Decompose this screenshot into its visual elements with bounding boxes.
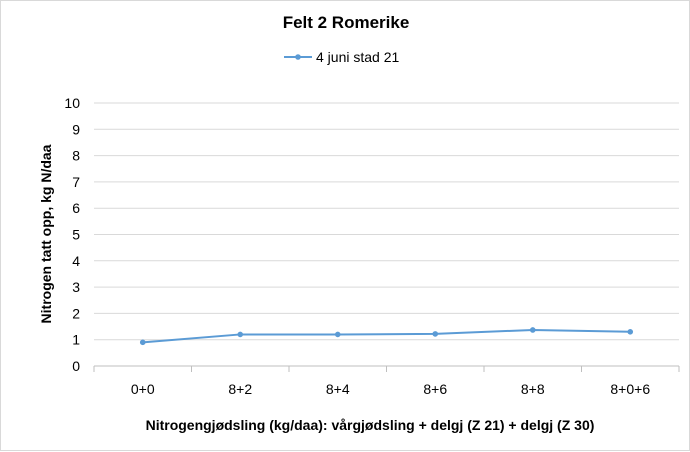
y-tick-label: 8 xyxy=(72,148,80,164)
gridlines xyxy=(94,102,679,341)
y-tick-label: 1 xyxy=(72,332,80,348)
x-axis: 0+0 8+2 8+4 8+6 8+8 8+0+6 xyxy=(93,365,680,397)
legend-point-marker xyxy=(295,54,301,60)
x-tick-label: 8+2 xyxy=(228,381,252,397)
y-tick-label: 9 xyxy=(72,121,80,137)
legend: 4 juni stad 21 xyxy=(284,49,399,65)
legend-label: 4 juni stad 21 xyxy=(316,49,399,65)
y-tick-label: 6 xyxy=(72,200,80,216)
data-point xyxy=(139,339,146,346)
series-layer xyxy=(139,327,634,346)
y-tick-label: 5 xyxy=(72,227,80,243)
x-axis-label: Nitrogengjødsling (kg/daa): vårgjødsling… xyxy=(146,417,595,433)
series-line xyxy=(142,328,631,344)
data-point xyxy=(237,331,244,338)
x-tick-label: 8+8 xyxy=(521,381,545,397)
y-tick-label: 4 xyxy=(72,253,80,269)
data-point xyxy=(334,331,341,338)
y-tick-label: 3 xyxy=(72,279,80,295)
data-point xyxy=(432,331,439,337)
x-tick-label: 0+0 xyxy=(131,381,155,397)
y-axis-ticks: 0 1 2 3 4 5 6 7 8 9 10 xyxy=(64,95,80,374)
x-tick-label: 8+4 xyxy=(326,381,350,397)
x-tick-label: 8+6 xyxy=(423,381,447,397)
y-tick-label: 0 xyxy=(72,358,80,374)
x-tick-label: 8+0+6 xyxy=(610,381,650,397)
y-tick-label: 10 xyxy=(64,95,80,111)
data-point xyxy=(529,327,536,333)
y-tick-label: 2 xyxy=(72,305,80,321)
chart-title: Felt 2 Romerike xyxy=(283,13,410,32)
y-axis-label: Nitrogen tatt opp, kg N/daa xyxy=(38,144,54,323)
y-tick-label: 7 xyxy=(72,174,80,190)
data-point xyxy=(627,329,634,335)
